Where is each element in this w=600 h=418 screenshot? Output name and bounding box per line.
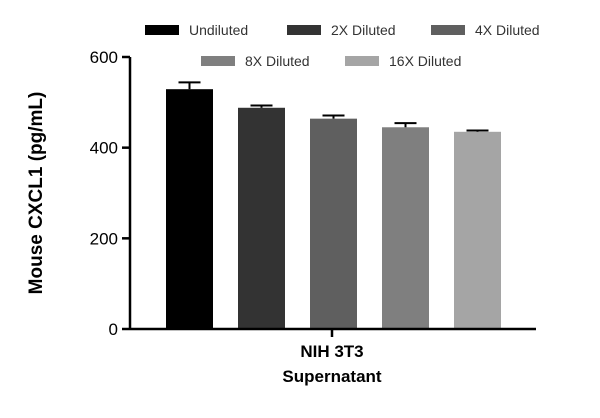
y-tick-label: 200 bbox=[90, 229, 118, 248]
y-axis: 0 200 400 600 bbox=[90, 48, 132, 339]
y-tick-label: 400 bbox=[90, 139, 118, 158]
legend-label: 2X Diluted bbox=[331, 22, 396, 38]
legend-swatch bbox=[287, 25, 321, 35]
legend-swatch bbox=[431, 25, 465, 35]
bar-8x-diluted bbox=[382, 127, 429, 330]
x-axis bbox=[130, 327, 536, 337]
legend-swatch bbox=[345, 56, 379, 66]
bar-undiluted bbox=[166, 89, 213, 329]
legend-label: Undiluted bbox=[189, 22, 248, 38]
bar-16x-diluted bbox=[454, 131, 501, 329]
legend-label: 4X Diluted bbox=[475, 22, 540, 38]
legend-label: 8X Diluted bbox=[245, 53, 310, 69]
legend-label: 16X Diluted bbox=[389, 53, 461, 69]
bars bbox=[166, 89, 501, 330]
x-axis-label-line1: NIH 3T3 bbox=[300, 342, 363, 361]
bar-2x-diluted bbox=[238, 107, 285, 329]
legend-swatch bbox=[145, 25, 179, 35]
legend-swatch bbox=[201, 56, 235, 66]
y-axis-label: Mouse CXCL1 (pg/mL) bbox=[26, 92, 47, 295]
error-bars bbox=[178, 81, 489, 132]
legend: Undiluted 2X Diluted 4X Diluted 8X Diluted 1… bbox=[145, 22, 540, 69]
y-tick-label: 600 bbox=[90, 48, 118, 67]
x-axis-label-line2: Supernatant bbox=[282, 367, 382, 386]
y-tick-label: 0 bbox=[109, 320, 118, 339]
bar-4x-diluted bbox=[310, 118, 357, 329]
